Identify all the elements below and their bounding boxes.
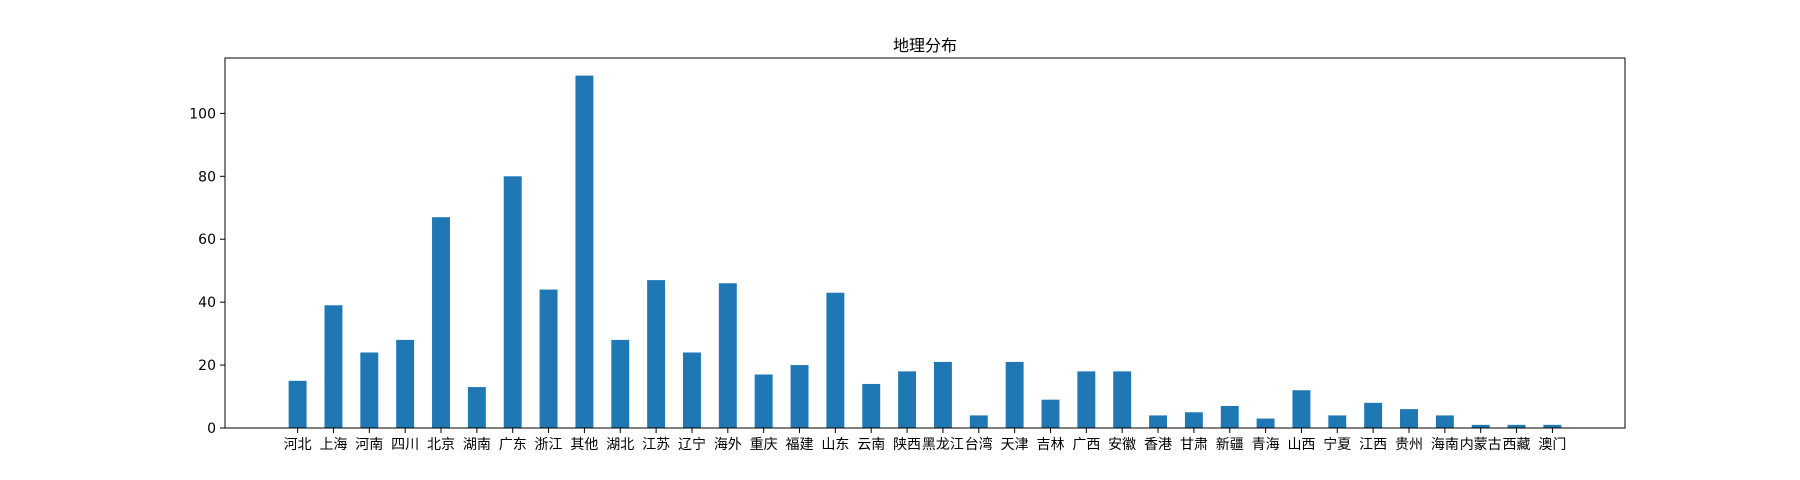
bar-香港 bbox=[1149, 415, 1167, 428]
bar-广东 bbox=[503, 176, 522, 428]
x-tick-label: 西藏 bbox=[1503, 437, 1531, 453]
x-tick-label: 甘肃 bbox=[1180, 437, 1208, 453]
bar-浙江 bbox=[539, 289, 558, 428]
x-tick-label: 吉林 bbox=[1036, 437, 1064, 453]
bar-天津 bbox=[1005, 361, 1024, 428]
x-tick-label: 内蒙古 bbox=[1460, 437, 1502, 453]
y-axis: 0 20 40 60 80 100 bbox=[189, 106, 225, 437]
bar-山西 bbox=[1292, 390, 1311, 428]
bar-河北 bbox=[288, 380, 307, 428]
x-tick-label: 贵州 bbox=[1395, 437, 1423, 453]
bar-福建 bbox=[790, 365, 809, 428]
bar-内蒙古 bbox=[1471, 424, 1490, 428]
y-tick-label: 100 bbox=[189, 106, 216, 122]
bar-江苏 bbox=[647, 280, 666, 428]
x-tick-label: 天津 bbox=[1001, 437, 1029, 453]
bar-云南 bbox=[862, 383, 881, 428]
bar-上海 bbox=[324, 305, 343, 428]
x-tick-label: 青海 bbox=[1252, 437, 1280, 453]
bar-甘肃 bbox=[1184, 412, 1203, 428]
bar-四川 bbox=[396, 339, 415, 428]
bar-青海 bbox=[1256, 418, 1275, 428]
x-tick-label: 重庆 bbox=[750, 437, 778, 453]
x-tick-label: 江苏 bbox=[642, 437, 670, 453]
bar-辽宁 bbox=[683, 352, 701, 428]
x-tick-label: 山西 bbox=[1287, 437, 1315, 453]
x-tick-label: 广东 bbox=[499, 437, 527, 453]
x-tick-label: 山东 bbox=[821, 437, 849, 453]
chart-title: 地理分布 bbox=[893, 36, 957, 55]
bar-陕西 bbox=[898, 371, 917, 428]
x-tick-label: 河南 bbox=[355, 437, 383, 453]
x-tick-label: 辽宁 bbox=[678, 436, 706, 453]
bar-海南 bbox=[1435, 415, 1454, 428]
x-axis: 河北 上海 河南 四川 北京 湖南 广东 浙江 其他 湖北 江苏 辽宁 海外 重庆 福建 山东 云南 陕西 黑龙江台… bbox=[284, 428, 1566, 453]
bar-河南 bbox=[360, 352, 379, 428]
x-tick-label: 其他 bbox=[570, 437, 598, 453]
x-tick-label: 台湾 bbox=[965, 436, 993, 453]
bar-江西 bbox=[1364, 402, 1383, 428]
x-tick-label: 澳门 bbox=[1538, 437, 1566, 453]
x-tick-label: 湖北 bbox=[606, 437, 634, 453]
bar-山东 bbox=[826, 292, 845, 428]
bar-台湾 bbox=[969, 415, 988, 428]
plot-frame bbox=[224, 57, 1626, 429]
x-tick-label: 海南 bbox=[1431, 437, 1459, 453]
bar-湖南 bbox=[467, 387, 486, 428]
x-tick-label: 黑龙江 bbox=[922, 437, 964, 453]
bar-贵州 bbox=[1400, 409, 1418, 428]
bar-其他 bbox=[575, 75, 594, 428]
x-tick-label: 海外 bbox=[714, 437, 742, 453]
bar-北京 bbox=[432, 217, 450, 428]
x-tick-label: 上海 bbox=[319, 437, 347, 453]
bar-海外 bbox=[718, 283, 737, 428]
bar-新疆 bbox=[1220, 405, 1239, 428]
x-tick-label: 安徽 bbox=[1108, 437, 1136, 453]
x-tick-label: 香港 bbox=[1144, 437, 1172, 453]
bar-湖北 bbox=[611, 339, 630, 428]
x-tick-label: 广西 bbox=[1072, 437, 1100, 453]
y-tick-label: 40 bbox=[198, 295, 216, 311]
x-tick-label: 陕西 bbox=[893, 437, 921, 453]
y-tick-label: 80 bbox=[198, 169, 216, 185]
x-tick-label: 江西 bbox=[1359, 437, 1387, 453]
bars bbox=[288, 75, 1562, 428]
bar-吉林 bbox=[1041, 399, 1060, 428]
bar-澳门 bbox=[1543, 424, 1562, 428]
bar-重庆 bbox=[754, 374, 773, 428]
x-tick-label: 河北 bbox=[284, 437, 312, 453]
x-tick-label: 湖南 bbox=[463, 437, 491, 453]
x-tick-label: 新疆 bbox=[1216, 437, 1244, 453]
bar-宁夏 bbox=[1328, 415, 1347, 428]
x-tick-label: 云南 bbox=[857, 437, 885, 453]
bar-广西 bbox=[1077, 371, 1096, 428]
bar-黑龙江 bbox=[933, 361, 952, 428]
x-tick-label: 北京 bbox=[427, 437, 455, 453]
x-tick-label: 浙江 bbox=[535, 437, 563, 453]
x-tick-label: 福建 bbox=[786, 437, 814, 453]
y-tick-label: 20 bbox=[198, 358, 216, 374]
bar-西藏 bbox=[1507, 424, 1526, 428]
x-tick-label: 宁夏 bbox=[1323, 436, 1351, 453]
y-tick-label: 0 bbox=[207, 421, 216, 437]
x-tick-label: 四川 bbox=[391, 437, 419, 453]
y-tick-label: 60 bbox=[198, 232, 216, 248]
bar-安徽 bbox=[1113, 371, 1132, 428]
